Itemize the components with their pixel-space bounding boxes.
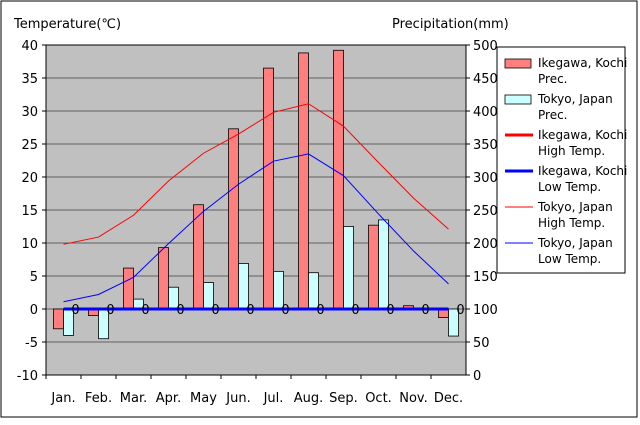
point-label: 0 [211,303,219,318]
legend-label: Tokyo, Japan [537,200,613,214]
legend-label: Prec. [538,108,568,122]
y-axis-left-label: Temperature(℃) [13,17,121,32]
series-line [63,103,449,245]
bar [53,308,64,330]
legend-label: Prec. [538,72,568,86]
y-right-tick-label: 350 [473,138,498,153]
lines [63,103,449,311]
y-left-tick-label: -5 [25,336,38,351]
legend-label: High Temp. [538,144,605,158]
legend-label: Low Temp. [538,180,601,194]
x-tick-label: May [190,391,217,406]
point-label: 0 [421,303,429,318]
legend-label: Ikegawa, Kochi [538,164,627,178]
y-left-tick-label: 40 [21,39,38,54]
legend-swatch [504,94,532,105]
bar [228,128,239,310]
y-left-tick-label: 30 [21,105,38,120]
x-tick-label: Oct. [365,391,392,406]
point-label: 0 [246,303,254,318]
y-left-tick-label: 10 [21,237,38,252]
x-tick-label: Jan. [50,391,75,406]
y-right-tick-label: 0 [473,369,481,384]
y-axis-right-label: Precipitation(mm) [392,17,509,32]
y-right-tick-label: 200 [473,237,498,252]
x-tick-label: Feb. [85,391,112,406]
x-tick-label: Aug. [294,391,324,406]
y-left-tick-label: 15 [21,204,38,219]
bar [158,247,169,310]
y-right-tick-label: 300 [473,171,498,186]
bar [378,219,389,310]
y-right-tick-label: 400 [473,105,498,120]
bar [333,49,344,310]
x-tick-label: Sep. [329,391,358,406]
point-label: 0 [141,303,149,318]
legend-label: Ikegawa, Kochi [538,56,627,70]
x-tick-label: Jul. [263,391,284,406]
point-labels: 0 0 0 0 0 0 0 0 0 0 0 0 [71,303,464,318]
y-right-tick-label: 450 [473,72,498,87]
y-left-tick-label: 20 [21,171,38,186]
legend-label: High Temp. [538,216,605,230]
bar [298,52,309,310]
point-label: 0 [316,303,324,318]
point-label: 0 [176,303,184,318]
legend-label: Ikegawa, Kochi [538,128,627,142]
y-left-tick-label: -10 [17,369,38,384]
y-right-tick-label: 250 [473,204,498,219]
legend-box [496,46,626,274]
point-label: 0 [456,303,464,318]
legend-label: Tokyo, Japan [537,236,613,250]
bar [193,204,204,310]
y-right-tick-label: 150 [473,270,498,285]
point-label: 0 [386,303,394,318]
y-left-tick-label: 35 [21,72,38,87]
bar [448,308,459,337]
y-left-tick-label: 5 [30,270,38,285]
point-label: 0 [106,303,114,318]
legend-swatch [504,58,532,69]
x-tick-label: Apr. [156,391,181,406]
legend: Ikegawa, Kochi Prec. Tokyo, Japan Prec. Ikeg… [496,46,627,274]
y-right-tick-label: 50 [473,336,490,351]
y-left-tick-label: 0 [30,303,38,318]
point-label: 0 [351,303,359,318]
x-tick-label: Nov. [399,391,428,406]
bar [343,226,354,310]
x-tick-label: Mar. [120,391,147,406]
bar [368,224,379,310]
x-tick-label: Dec. [434,391,463,406]
axes: 4035302520151050-5-105004504003503002502… [17,39,498,406]
x-tick-label: Jun. [225,391,250,406]
bars [53,49,459,340]
point-label: 0 [281,303,289,318]
legend-label: Tokyo, Japan [537,92,613,106]
bar [263,67,274,310]
legend-label: Low Temp. [538,252,601,266]
series-line [63,153,449,303]
bar [123,267,134,310]
y-right-tick-label: 100 [473,303,498,318]
y-left-tick-label: 25 [21,138,38,153]
point-label: 0 [71,303,79,318]
y-right-tick-label: 500 [473,39,498,54]
